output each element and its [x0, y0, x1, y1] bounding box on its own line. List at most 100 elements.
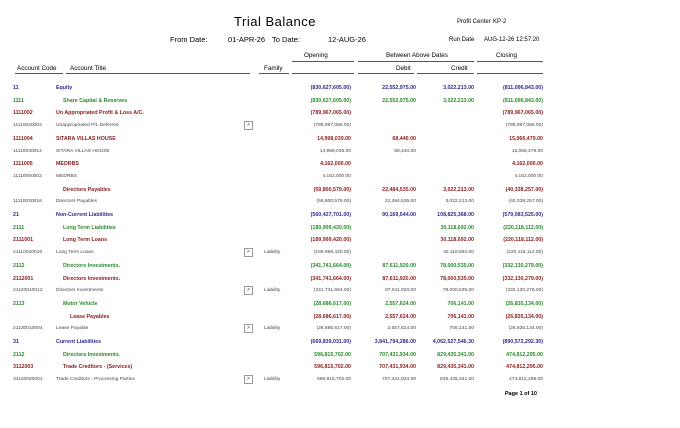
- closing-value: (579,083,525.00): [502, 212, 543, 218]
- account-code: 21110010010: [13, 250, 43, 256]
- credit-value: 78,000,535.00: [442, 288, 474, 294]
- account-code: 21: [13, 212, 19, 218]
- closing-value: (811,096,843.00): [502, 85, 543, 91]
- debit-value: 2,557,624.00: [385, 300, 416, 307]
- table-row: 21 Non-Current Liabilities (560,427,701.00…: [0, 209, 680, 221]
- opening-value: 596,815,702.00: [314, 351, 351, 358]
- closing-value: (220,118,112.00): [506, 250, 543, 256]
- family: Liability: [264, 326, 281, 332]
- table-row: 1111004 SITARA VILLAS HOUSE 14,998,039.00 6…: [0, 133, 680, 145]
- closing-header: Closing: [496, 52, 517, 59]
- account-title: Current Liabilities: [56, 339, 102, 345]
- closing-value: 474,812,295.00: [509, 377, 543, 383]
- debit-value: 68,440.00: [392, 135, 416, 142]
- drilldown-button[interactable]: >: [244, 121, 253, 131]
- closing-value: (26,835,134.00): [505, 300, 543, 307]
- closing-value: (220,118,112.00): [503, 224, 543, 231]
- account-code: 11110020002: [13, 123, 42, 129]
- opening-value: (28,686,617.00): [313, 300, 351, 307]
- credit-value: 706,141.00: [449, 326, 474, 332]
- credit-header: Credit: [451, 65, 468, 72]
- account-title: Non-Current Liabilities: [56, 212, 114, 218]
- closing-underline: [477, 61, 543, 62]
- credit-value: 706,141.00: [447, 300, 474, 307]
- account-code: 11: [13, 85, 19, 91]
- account-code: 11110040014: [13, 148, 42, 154]
- table-row: 2112 Directors Investments. 596,815,702.00…: [0, 349, 680, 361]
- closing-value: (26,835,134.00): [505, 313, 543, 320]
- account-title: Directors Investments.: [63, 275, 121, 282]
- account-title-header: Account Title: [70, 65, 107, 72]
- closing-value: 474,812,295.00: [506, 351, 543, 358]
- run-date-value: AUG-12-26 12:57:20: [484, 37, 540, 43]
- closing-value: 474,812,295.00: [506, 364, 543, 371]
- debit-value: 87,611,920.00: [382, 275, 416, 282]
- debit-value: 3,841,794,286.00: [374, 339, 416, 345]
- debit-value: 707,431,934.00: [379, 351, 416, 358]
- closing-value: (332,130,279.00): [502, 275, 543, 282]
- closing-value: (40,338,257.00): [508, 199, 543, 205]
- credit-value: 706,141.00: [447, 313, 474, 320]
- drilldown-button[interactable]: >: [244, 248, 253, 258]
- credit-value: 78,000,535.00: [440, 275, 474, 282]
- account-code: 21130010004: [13, 326, 43, 332]
- account-title: Long Term Loans: [56, 250, 94, 256]
- opening-value: 4,162,000.00: [322, 173, 351, 179]
- account-code: 1111002: [13, 110, 33, 117]
- debit-value: 22,484,535.00: [384, 199, 416, 205]
- drilldown-button[interactable]: >: [244, 375, 253, 385]
- closing-value: (332,130,279.00): [502, 262, 543, 269]
- table-row: 21120010012 Directors Investments Liabilit…: [0, 285, 680, 297]
- account-code: 2112: [13, 262, 25, 269]
- account-title: SITARA VILLAS HOUSE: [56, 148, 110, 154]
- profit-center-value: KP-2: [493, 19, 507, 25]
- account-title: Equity: [56, 85, 73, 91]
- report-title: Trial Balance: [234, 14, 316, 29]
- drilldown-button[interactable]: >: [244, 324, 253, 334]
- opening-underline: [292, 61, 354, 62]
- account-code: 31: [13, 339, 19, 345]
- family-header: Family: [264, 65, 283, 72]
- account-title: Directors Payables: [63, 186, 111, 193]
- account-title: Motor Vehicle: [63, 300, 98, 307]
- between-underline: [358, 61, 474, 62]
- credit-value: 829,435,341.00: [440, 377, 474, 383]
- opening-value: (189,999,420.00): [310, 237, 351, 244]
- debit-value: 22,552,975.00: [382, 85, 416, 91]
- table-row: 31 Current Liabilities (669,839,031.00) 3,8…: [0, 336, 680, 348]
- account-title: MEDRBS: [56, 161, 79, 168]
- table-row: 3112003 Trade Creditors - (Services) 596,8…: [0, 361, 680, 373]
- account-code: 2111: [13, 224, 25, 231]
- account-code: 2112001: [13, 275, 34, 282]
- table-row: 11110020002 Unappropriated P/L Deferred (7…: [0, 120, 680, 132]
- closing-underline-2: [477, 73, 543, 74]
- from-date-label: From Date:: [170, 35, 208, 44]
- credit-value: 3,022,213.00: [443, 97, 474, 104]
- opening-value: 14,998,039.00: [317, 135, 351, 142]
- account-title: Directors Investments.: [63, 262, 121, 269]
- table-row: 31120020001 Trade Creditors - Processing …: [0, 374, 680, 386]
- drilldown-button[interactable]: >: [244, 286, 253, 296]
- credit-value: 78,000,535.00: [440, 262, 474, 269]
- opening-value: (189,999,420.00): [313, 250, 351, 256]
- closing-value: (26,835,134.00): [508, 326, 543, 332]
- account-title: SITARA VILLAS HOUSE: [56, 135, 116, 142]
- debit-value: 22,484,535.00: [382, 186, 416, 193]
- debit-value: 2,557,624.00: [385, 313, 416, 320]
- opening-value: (28,686,617.00): [313, 313, 351, 320]
- account-title: Lease Payable: [56, 326, 89, 332]
- account-title: Lease Payables: [70, 313, 110, 320]
- closing-value: 15,066,479.00: [511, 148, 543, 154]
- debit-value: 87,611,920.00: [382, 262, 416, 269]
- table-row: 2111001 Long Term Loans (189,999,420.00) 30…: [0, 234, 680, 246]
- opening-value: (341,741,664.00): [310, 275, 351, 282]
- opening-underline-2: [292, 73, 354, 74]
- table-row: 11110040014 SITARA VILLAS HOUSE 14,998,039…: [0, 146, 680, 158]
- closing-value: (890,572,292.30): [502, 339, 543, 345]
- account-code: 2112: [13, 351, 25, 358]
- debit-value: 707,431,934.00: [379, 364, 416, 371]
- between-dates-header: Between Above Dates: [386, 52, 448, 59]
- account-code: 31120020001: [13, 377, 43, 383]
- credit-value: 829,435,341.00: [437, 351, 474, 358]
- family-underline: [259, 73, 289, 74]
